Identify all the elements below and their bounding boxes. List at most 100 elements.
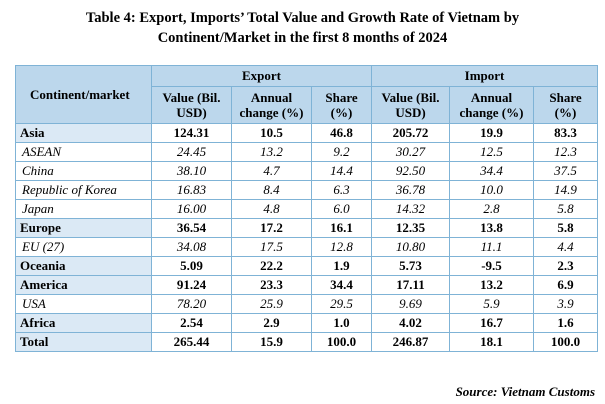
header-import-change: Annual change (%) — [449, 86, 534, 124]
table-row: China 38.10 4.7 14.4 92.50 34.4 37.5 — [15, 161, 599, 181]
export-change-cell: 17.2 — [231, 218, 312, 238]
export-value-cell: 124.31 — [151, 123, 232, 143]
export-value-cell: 2.54 — [151, 313, 232, 333]
table-row: USA 78.20 25.9 29.5 9.69 5.9 3.9 — [15, 294, 599, 314]
export-share-cell: 1.0 — [311, 313, 372, 333]
table-row: America 91.24 23.3 34.4 17.11 13.2 6.9 — [15, 275, 599, 295]
import-change-cell: 16.7 — [449, 313, 534, 333]
export-value-cell: 38.10 — [151, 161, 232, 181]
header-export-share: Share (%) — [311, 86, 372, 124]
row-label: China — [15, 161, 152, 181]
import-value-cell: 12.35 — [371, 218, 450, 238]
import-value-cell: 17.11 — [371, 275, 450, 295]
export-change-cell: 13.2 — [231, 142, 312, 162]
export-change-cell: 10.5 — [231, 123, 312, 143]
import-change-cell: 13.2 — [449, 275, 534, 295]
export-change-cell: 8.4 — [231, 180, 312, 200]
export-share-cell: 34.4 — [311, 275, 372, 295]
import-value-cell: 36.78 — [371, 180, 450, 200]
table-row: Europe 36.54 17.2 16.1 12.35 13.8 5.8 — [15, 218, 599, 238]
import-value-cell: 4.02 — [371, 313, 450, 333]
export-share-cell: 1.9 — [311, 256, 372, 276]
header-export: Export — [151, 65, 372, 87]
export-change-cell: 17.5 — [231, 237, 312, 257]
import-share-cell: 100.0 — [532, 332, 599, 352]
row-label: USA — [15, 294, 152, 314]
import-change-cell: 18.1 — [449, 332, 534, 352]
import-value-cell: 30.27 — [371, 142, 450, 162]
row-label: Europe — [15, 218, 152, 238]
import-share-cell: 1.6 — [532, 313, 599, 333]
export-value-cell: 91.24 — [151, 275, 232, 295]
header-continent-market: Continent/market — [15, 65, 152, 124]
export-share-cell: 46.8 — [311, 123, 372, 143]
import-change-cell: -9.5 — [449, 256, 534, 276]
import-value-cell: 5.73 — [371, 256, 450, 276]
import-change-cell: 10.0 — [449, 180, 534, 200]
export-change-cell: 15.9 — [231, 332, 312, 352]
export-value-cell: 34.08 — [151, 237, 232, 257]
row-label: ASEAN — [15, 142, 152, 162]
title-line-1: Table 4: Export, Imports’ Total Value an… — [85, 10, 520, 26]
export-change-cell: 22.2 — [231, 256, 312, 276]
export-change-cell: 4.8 — [231, 199, 312, 219]
table-title: Table 4: Export, Imports’ Total Value an… — [0, 0, 605, 48]
row-label: Republic of Korea — [15, 180, 152, 200]
row-label: America — [15, 275, 152, 295]
table-row: Oceania 5.09 22.2 1.9 5.73 -9.5 2.3 — [15, 256, 599, 276]
import-value-cell: 14.32 — [371, 199, 450, 219]
row-label: EU (27) — [15, 237, 152, 257]
import-share-cell: 14.9 — [532, 180, 599, 200]
header-export-value: Value (Bil. USD) — [151, 86, 232, 124]
import-value-cell: 9.69 — [371, 294, 450, 314]
import-share-cell: 5.8 — [532, 199, 599, 219]
export-share-cell: 14.4 — [311, 161, 372, 181]
import-value-cell: 92.50 — [371, 161, 450, 181]
row-label: Oceania — [15, 256, 152, 276]
export-share-cell: 12.8 — [311, 237, 372, 257]
import-share-cell: 37.5 — [532, 161, 599, 181]
import-share-cell: 2.3 — [532, 256, 599, 276]
export-share-cell: 6.3 — [311, 180, 372, 200]
import-share-cell: 3.9 — [532, 294, 599, 314]
table-row: Republic of Korea 16.83 8.4 6.3 36.78 10.0 14.… — [15, 180, 599, 200]
export-change-cell: 23.3 — [231, 275, 312, 295]
trade-table: Continent/market Export Import Value (Bi… — [15, 65, 599, 352]
import-change-cell: 12.5 — [449, 142, 534, 162]
title-line-2: Continent/Market in the first 8 months o… — [157, 30, 448, 46]
import-change-cell: 5.9 — [449, 294, 534, 314]
export-value-cell: 36.54 — [151, 218, 232, 238]
import-change-cell: 13.8 — [449, 218, 534, 238]
header-export-change: Annual change (%) — [231, 86, 312, 124]
source-note: Source: Vietnam Customs — [455, 384, 595, 399]
row-label: Asia — [15, 123, 152, 143]
export-value-cell: 16.83 — [151, 180, 232, 200]
import-change-cell: 34.4 — [449, 161, 534, 181]
export-value-cell: 16.00 — [151, 199, 232, 219]
table-row: Total 265.44 15.9 100.0 246.87 18.1 100.0 — [15, 332, 599, 352]
table-row: Asia 124.31 10.5 46.8 205.72 19.9 83.3 — [15, 123, 599, 143]
header-import-share: Share (%) — [532, 86, 599, 124]
export-value-cell: 5.09 — [151, 256, 232, 276]
table-row: Japan 16.00 4.8 6.0 14.32 2.8 5.8 — [15, 199, 599, 219]
export-share-cell: 100.0 — [311, 332, 372, 352]
export-share-cell: 6.0 — [311, 199, 372, 219]
import-value-cell: 205.72 — [371, 123, 450, 143]
table-row: Africa 2.54 2.9 1.0 4.02 16.7 1.6 — [15, 313, 599, 333]
import-share-cell: 12.3 — [532, 142, 599, 162]
import-share-cell: 5.8 — [532, 218, 599, 238]
row-label: Japan — [15, 199, 152, 219]
table-row: EU (27) 34.08 17.5 12.8 10.80 11.1 4.4 — [15, 237, 599, 257]
export-share-cell: 29.5 — [311, 294, 372, 314]
import-value-cell: 10.80 — [371, 237, 450, 257]
row-label: Africa — [15, 313, 152, 333]
row-label: Total — [15, 332, 152, 352]
import-change-cell: 19.9 — [449, 123, 534, 143]
export-change-cell: 4.7 — [231, 161, 312, 181]
export-share-cell: 9.2 — [311, 142, 372, 162]
import-share-cell: 83.3 — [532, 123, 599, 143]
import-change-cell: 2.8 — [449, 199, 534, 219]
export-value-cell: 265.44 — [151, 332, 232, 352]
header-import-value: Value (Bil. USD) — [371, 86, 450, 124]
